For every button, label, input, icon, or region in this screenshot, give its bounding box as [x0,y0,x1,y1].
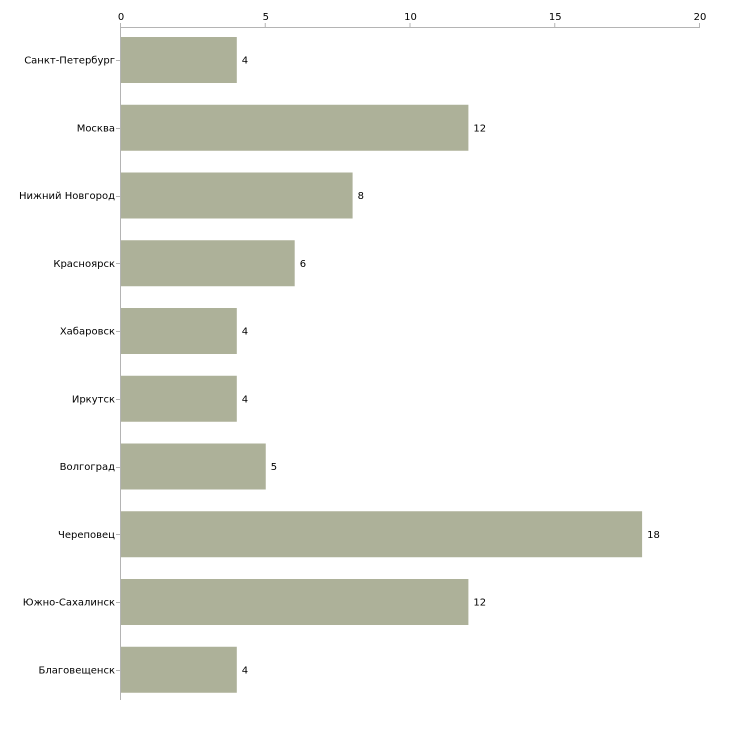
category-label: Санкт-Петербург [24,56,115,67]
data-label: 5 [271,462,277,473]
bar [121,172,353,219]
category-label: Южно-Сахалинск [23,598,115,609]
x-tick-label: 0 [118,12,124,23]
x-tick-label: 20 [694,12,707,23]
data-label: 12 [473,123,486,134]
x-tick-label: 5 [263,12,269,23]
bar [121,240,295,287]
category-label: Москва [77,123,115,134]
category-label: Череповец [58,530,115,541]
bar [121,37,237,83]
bar [121,375,237,422]
data-label: 18 [647,530,660,541]
category-label: Волгоград [60,462,115,473]
bar [121,443,266,490]
category-label: Нижний Новгород [19,191,115,202]
data-label: 12 [473,598,486,609]
data-label: 4 [242,665,248,676]
bar [121,579,469,625]
category-label: Хабаровск [60,327,115,338]
data-label: 4 [242,327,248,338]
bar [121,511,643,558]
bar [121,308,237,354]
bar [121,646,237,693]
x-tick-label: 10 [404,12,417,23]
category-label: Красноярск [53,259,115,270]
data-label: 6 [300,259,306,270]
x-tick-label: 15 [549,12,562,23]
data-label: 4 [242,56,248,67]
data-label: 4 [242,394,248,405]
category-label: Иркутск [72,394,115,405]
category-label: Благовещенск [39,665,115,676]
data-label: 8 [358,191,364,202]
bar [121,104,469,151]
